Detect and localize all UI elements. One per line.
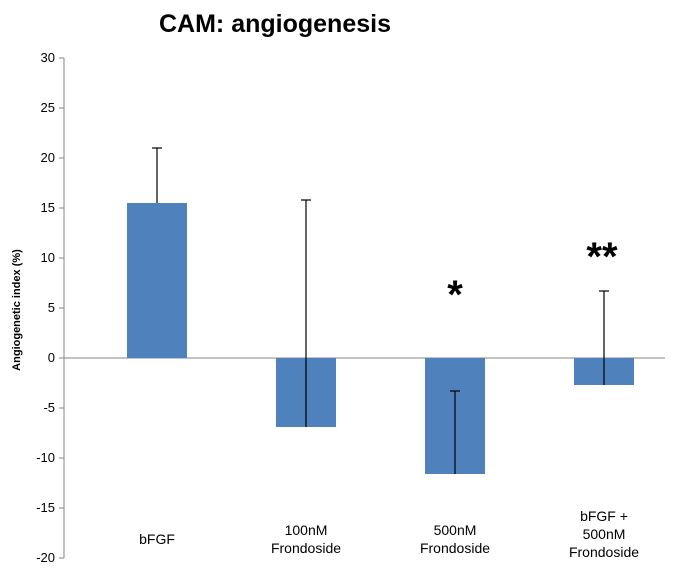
category-label: Frondoside <box>271 540 341 556</box>
y-tick-label: 0 <box>48 350 55 365</box>
labels: ***bFGF100nMFrondoside500nMFrondosidebFG… <box>139 235 639 560</box>
chart-title: CAM: angiogenesis <box>159 10 391 38</box>
bar <box>127 203 187 358</box>
category-label: bFGF + <box>580 508 628 524</box>
y-tick-label: -15 <box>36 500 55 515</box>
significance-marker: ** <box>586 235 618 279</box>
y-tick-label: -20 <box>36 550 55 565</box>
category-label: bFGF <box>139 531 175 547</box>
error-bars <box>152 147 609 474</box>
category-label: 500nM <box>583 526 626 542</box>
y-tick-label: 20 <box>41 150 55 165</box>
significance-marker: * <box>447 273 463 317</box>
y-axis-label: Angiogenetic index (%) <box>11 249 23 371</box>
category-label: Frondoside <box>420 540 490 556</box>
bars <box>127 203 634 474</box>
y-tick-label: -5 <box>43 400 55 415</box>
category-label: Frondoside <box>569 544 639 560</box>
y-tick-label: 25 <box>41 100 55 115</box>
y-tick-label: 5 <box>48 300 55 315</box>
category-label: 100nM <box>285 522 328 538</box>
y-tick-label: 30 <box>41 50 55 65</box>
category-label: 500nM <box>434 522 477 538</box>
y-tick-label: -10 <box>36 450 55 465</box>
y-tick-label: 15 <box>41 200 55 215</box>
y-tick-label: 10 <box>41 250 55 265</box>
